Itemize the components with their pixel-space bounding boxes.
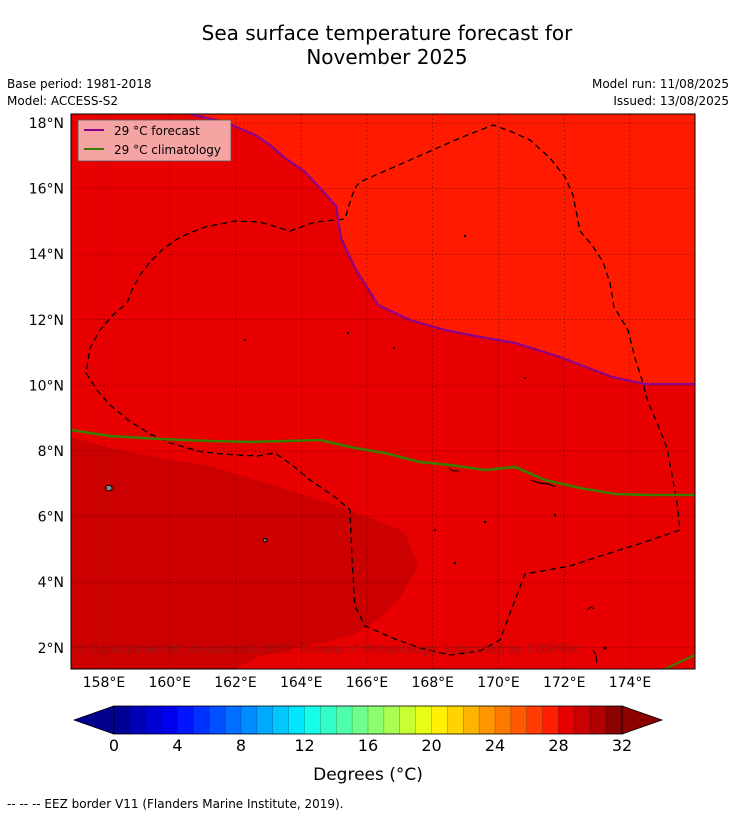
lon-tick-label: 174°E bbox=[609, 675, 652, 691]
lat-tick-label: 8°N bbox=[38, 444, 64, 460]
lat-tick-label: 10°N bbox=[29, 378, 64, 394]
lat-tick-label: 14°N bbox=[29, 247, 64, 263]
colorbar-segment bbox=[431, 706, 448, 734]
colorbar-segment bbox=[463, 706, 480, 734]
eez-footnote: -- -- -- EEZ border V11 (Flanders Marine… bbox=[7, 797, 344, 811]
colorbar-segment bbox=[574, 706, 591, 734]
colorbar-tick-label: 20 bbox=[421, 736, 441, 755]
model-run: Model run: 11/08/2025 bbox=[591, 77, 729, 91]
title-line-2: November 2025 bbox=[306, 45, 468, 69]
colorbar-over-arrow bbox=[621, 705, 664, 735]
colorbar-segment bbox=[145, 706, 163, 734]
colorbar-segment bbox=[161, 706, 178, 734]
colorbar-segment bbox=[399, 706, 417, 734]
colorbar-segment bbox=[415, 706, 432, 734]
lon-tick-label: 164°E bbox=[280, 675, 323, 691]
lat-tick-label: 2°N bbox=[38, 641, 64, 657]
colorbar-segment bbox=[447, 706, 464, 734]
lat-tick-label: 16°N bbox=[29, 182, 64, 198]
colorbar-segment bbox=[510, 706, 528, 734]
colorbar-tick-label: 16 bbox=[358, 736, 378, 755]
lon-tick-label: 162°E bbox=[214, 675, 257, 691]
colorbar-tick-label: 28 bbox=[548, 736, 568, 755]
lon-tick-label: 168°E bbox=[411, 675, 454, 691]
legend-label-climatology: 29 °C climatology bbox=[114, 143, 221, 157]
colorbar-tick-label: 24 bbox=[485, 736, 505, 755]
colorbar-title: Degrees (°C) bbox=[313, 765, 423, 785]
colorbar-segment bbox=[558, 706, 575, 734]
colorbar-segment bbox=[129, 706, 147, 734]
lon-tick-label: 160°E bbox=[148, 675, 191, 691]
latitude-ticks: 18°N 16°N 14°N 12°N 10°N 8°N 6°N 4°N 2°N bbox=[29, 116, 64, 657]
colorbar-segment bbox=[272, 706, 290, 734]
colorbar-segment bbox=[241, 706, 258, 734]
colorbar-segment bbox=[352, 706, 369, 734]
colorbar-tick-label: 4 bbox=[172, 736, 182, 755]
colorbar-segment bbox=[320, 706, 337, 734]
lon-tick-label: 166°E bbox=[346, 675, 389, 691]
graticule bbox=[71, 114, 695, 669]
colorbar-under-arrow bbox=[72, 705, 115, 735]
colorbar-segment bbox=[368, 706, 385, 734]
colorbar-segment bbox=[590, 706, 607, 734]
colorbar-segment bbox=[288, 706, 305, 734]
longitude-ticks: 158°E 160°E 162°E 164°E 166°E 168°E 170°E 172°E… bbox=[83, 675, 652, 691]
lat-tick-label: 4°N bbox=[38, 575, 64, 591]
colorbar-segment bbox=[225, 706, 242, 734]
lon-tick-label: 172°E bbox=[543, 675, 586, 691]
base-period: Base period: 1981-2018 bbox=[7, 77, 152, 91]
title-line-1: Sea surface temperature forecast for bbox=[201, 21, 573, 45]
colorbar-segment bbox=[495, 706, 512, 734]
colorbar-segment bbox=[209, 706, 226, 734]
colorbar-segment bbox=[479, 706, 496, 734]
colorbar-segment bbox=[177, 706, 194, 734]
islands bbox=[105, 234, 607, 664]
forecast-29c-contour bbox=[189, 114, 695, 386]
colorbar-segment bbox=[526, 706, 544, 734]
copyright-notice: © Commonwealth of Australia 2025, Bureau… bbox=[75, 642, 580, 656]
colorbar-segment bbox=[336, 706, 353, 734]
colorbar-segment bbox=[542, 706, 559, 734]
colorbar-frame bbox=[113, 705, 623, 735]
climatology-29c-contour bbox=[71, 428, 695, 497]
lon-tick-label: 170°E bbox=[477, 675, 520, 691]
colorbar-tick-label: 32 bbox=[612, 736, 632, 755]
lat-tick-label: 12°N bbox=[29, 313, 64, 329]
colorbar-segment bbox=[606, 706, 623, 734]
colorbar-tick-label: 12 bbox=[294, 736, 314, 755]
colorbar-tick-label: 8 bbox=[236, 736, 246, 755]
issued-date: Issued: 13/08/2025 bbox=[613, 94, 729, 108]
colorbar-segment bbox=[114, 706, 131, 734]
colorbar-segment bbox=[383, 706, 401, 734]
colorbar: 0 4 8 12 16 20 24 28 32 bbox=[72, 705, 664, 755]
legend-label-forecast: 29 °C forecast bbox=[114, 124, 200, 138]
map-legend: 29 °C forecast 29 °C climatology bbox=[77, 119, 232, 162]
colorbar-segment bbox=[304, 706, 321, 734]
lon-tick-label: 158°E bbox=[83, 675, 126, 691]
sst-band-30-32 bbox=[71, 437, 418, 669]
map-frame bbox=[70, 113, 696, 670]
model-name: Model: ACCESS-S2 bbox=[7, 94, 119, 108]
lat-tick-label: 18°N bbox=[29, 116, 64, 132]
legend-box bbox=[77, 119, 232, 162]
colorbar-segment bbox=[256, 706, 274, 734]
colorbar-tick-label: 0 bbox=[109, 736, 119, 755]
colorbar-segment bbox=[193, 706, 210, 734]
clim-line-corner bbox=[664, 654, 695, 669]
lat-tick-label: 6°N bbox=[38, 510, 64, 526]
temperature-field: © Commonwealth of Australia 2025, Bureau… bbox=[71, 114, 695, 669]
eez-border bbox=[85, 124, 681, 656]
